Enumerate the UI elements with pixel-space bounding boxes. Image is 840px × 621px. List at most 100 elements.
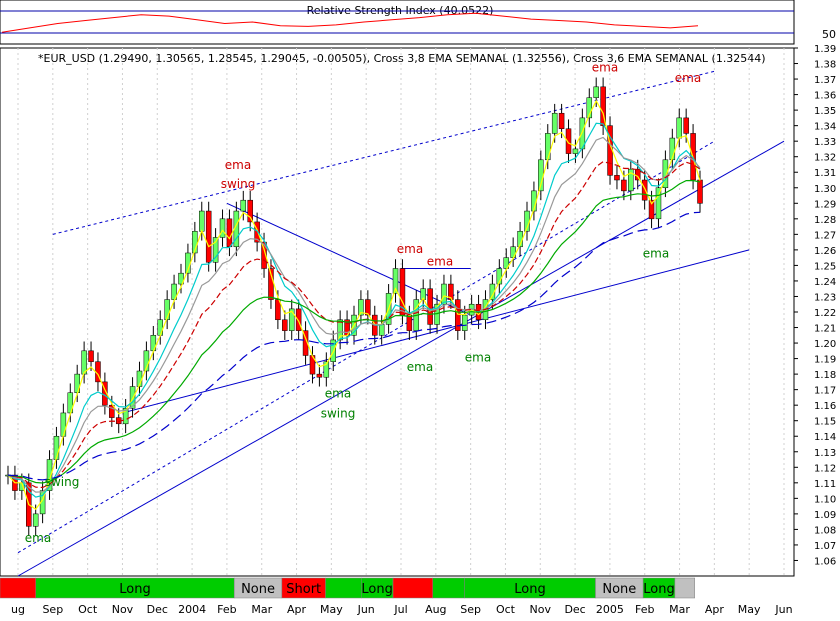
y-tick-label: 1.29	[814, 199, 836, 210]
ema-red-line	[7, 161, 701, 489]
candle-body	[122, 408, 129, 425]
rsi-panel	[0, 0, 795, 45]
candle-body	[697, 179, 703, 204]
candle-body	[448, 283, 454, 300]
y-tick-label: 1.15	[814, 417, 836, 428]
candle-body	[586, 97, 593, 119]
candle-body	[614, 175, 620, 181]
y-tick-label: 1.10	[814, 494, 836, 505]
y-tick-label: 1.34	[814, 122, 836, 133]
candle-body	[545, 133, 551, 161]
signal-label: Short	[286, 582, 321, 597]
candle-body	[378, 324, 385, 336]
signal-label: None	[241, 582, 275, 597]
candle-body	[441, 283, 447, 305]
y-tick-label: 1.28	[814, 215, 836, 226]
candle-body	[261, 241, 267, 269]
price-title: *EUR_USD (1.29490, 1.30565, 1.28545, 1.2…	[38, 52, 766, 65]
candle-body	[461, 314, 468, 331]
annotation-label: ema	[592, 60, 618, 74]
candle-body	[558, 112, 565, 130]
y-tick-label: 1.14	[814, 432, 836, 443]
candle-body	[219, 218, 226, 238]
candle-body	[60, 412, 67, 437]
y-tick-label: 1.32	[814, 153, 836, 164]
ema-blue-line	[7, 211, 701, 481]
candle-body	[593, 86, 599, 98]
y-tick-label: 1.16	[814, 401, 836, 412]
y-tick-label: 1.30	[814, 184, 836, 195]
candle-body	[157, 319, 163, 336]
candle-body	[648, 199, 655, 220]
candle-body	[427, 288, 433, 325]
candle-body	[358, 299, 364, 316]
x-tick-label: Dec	[147, 603, 168, 616]
ema-green-line	[7, 179, 701, 484]
y-tick-label: 1.35	[814, 106, 836, 117]
y-tick-label: 1.24	[814, 277, 836, 288]
rsi-ytick-50: 50	[822, 28, 836, 41]
candle-body	[392, 268, 399, 294]
candle-body	[226, 218, 233, 248]
y-tick-label: 1.18	[814, 370, 836, 381]
candle-body	[32, 513, 39, 527]
annotation-label: swing	[221, 177, 256, 191]
y-tick-label: 1.09	[814, 510, 836, 521]
candle-body	[205, 210, 212, 263]
y-tick-label: 1.06	[814, 556, 836, 567]
signal-label: Long	[643, 582, 674, 597]
candle-body	[621, 179, 627, 192]
x-tick-label: Apr	[705, 603, 725, 616]
rsi-line	[1, 12, 699, 33]
signal-segment	[392, 577, 433, 599]
ema-mid-line	[7, 122, 701, 498]
candle-body	[39, 490, 46, 515]
candle-body	[628, 168, 634, 192]
x-tick-label: Nov	[112, 603, 134, 616]
y-tick-label: 1.12	[814, 463, 836, 474]
x-tick-label: Mar	[251, 603, 272, 616]
y-tick-label: 1.23	[814, 292, 836, 303]
y-tick-label: 1.25	[814, 261, 836, 272]
annotation-label: ema	[225, 158, 251, 172]
candle-body	[240, 199, 247, 212]
candle-body	[109, 404, 115, 418]
x-tick-label: Feb	[635, 603, 654, 616]
trendline-inner-dotted	[17, 140, 715, 554]
candle-body	[46, 459, 53, 491]
y-tick-label: 1.37	[814, 75, 836, 86]
y-tick-label: 1.38	[814, 60, 836, 71]
candle-body	[600, 86, 606, 126]
y-tick-label: 1.36	[814, 91, 836, 102]
annotation-label: ema	[675, 71, 701, 85]
signal-segment	[0, 577, 36, 599]
candle-body	[254, 221, 260, 243]
y-tick-label: 1.21	[814, 324, 836, 335]
y-tick-label: 1.19	[814, 355, 836, 366]
candle-body	[316, 373, 323, 378]
candle-body	[641, 179, 648, 201]
y-tick-label: 1.39	[814, 44, 836, 55]
candle-body	[365, 299, 371, 316]
y-tick-label: 1.26	[814, 246, 836, 257]
annotation-label: swing	[45, 475, 80, 489]
signal-label: Long	[514, 582, 545, 597]
x-tick-label: Jun	[774, 603, 792, 616]
x-tick-label: Jul	[393, 603, 407, 616]
signal-segment	[325, 577, 362, 599]
x-tick-label: Oct	[78, 603, 98, 616]
x-tick-label: Mar	[669, 603, 690, 616]
annotation-label: ema	[427, 254, 453, 268]
y-tick-label: 1.33	[814, 137, 836, 148]
annotation-label: ema	[325, 386, 351, 400]
x-tick-label: Nov	[530, 603, 552, 616]
annotation-label: ema	[465, 351, 491, 365]
x-tick-label: Sep	[460, 603, 481, 616]
candle-body	[551, 112, 558, 134]
candle-body	[88, 350, 94, 362]
annotation-label: ema	[25, 531, 51, 545]
y-tick-label: 1.27	[814, 230, 836, 241]
candle-body	[247, 199, 253, 223]
